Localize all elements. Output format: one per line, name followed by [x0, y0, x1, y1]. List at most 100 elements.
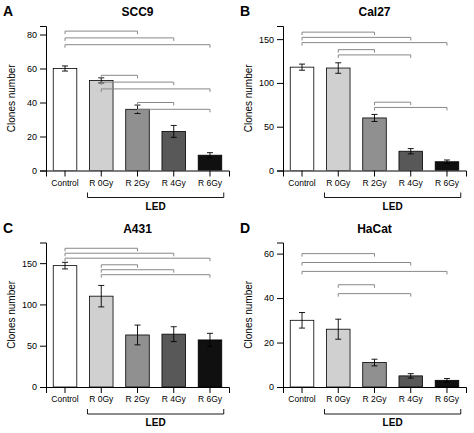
tick-label: R 2Gy [362, 178, 387, 188]
figure: 020406080ControlR 0GyR 2GyR 4GyR 6GySCC9… [0, 0, 474, 433]
bar [363, 118, 387, 171]
bracket-line [338, 285, 374, 288]
tick-label: 50 [27, 341, 37, 351]
significance-bracket [302, 32, 374, 35]
tick-mark [173, 387, 174, 393]
bracket-line [375, 102, 411, 105]
tick-mark [277, 127, 283, 128]
bar [290, 320, 314, 387]
tick-mark [40, 69, 46, 70]
x-axis: ControlR 0GyR 2GyR 4GyR 6Gy [47, 387, 230, 404]
error-line [101, 285, 102, 306]
x-axis: ControlR 0GyR 2GyR 4GyR 6Gy [47, 171, 230, 188]
bar [126, 109, 150, 170]
bar [198, 340, 222, 387]
bracket-line [101, 75, 137, 78]
title: SCC9 [121, 5, 153, 19]
tick-label: 0 [269, 382, 274, 392]
error-line [338, 63, 339, 74]
bar [399, 151, 423, 170]
error-line [374, 359, 375, 366]
tick: Control [51, 387, 79, 404]
tick-mark [137, 171, 138, 177]
tick-label: 100 [22, 300, 37, 310]
tick-mark [302, 387, 303, 393]
tick-label: R 6Gy [435, 394, 460, 404]
error-line [410, 374, 411, 378]
significance-bracket [65, 45, 210, 48]
error-bar [171, 327, 177, 342]
bracket-line [302, 263, 411, 266]
error-cap [299, 64, 305, 65]
error-bar [62, 66, 68, 71]
panel: 050100150ControlR 0GyR 2GyR 4GyR 6GyA431… [3, 220, 230, 429]
significance-bracket [338, 294, 410, 297]
tick-mark [137, 387, 138, 393]
x-axis: ControlR 0GyR 2GyR 4GyR 6Gy [284, 387, 467, 404]
tick-label: R 2Gy [125, 178, 150, 188]
error-cap [62, 268, 68, 269]
error-bar [408, 374, 414, 378]
tick: 60 [27, 64, 46, 74]
tick-mark [410, 387, 411, 393]
significance-bracket [65, 258, 210, 261]
tick-mark [410, 171, 411, 177]
significance-bracket [338, 50, 374, 53]
tick: 0 [269, 166, 283, 176]
tick-label: R 4Gy [399, 394, 424, 404]
tick-label: R 6Gy [198, 394, 223, 404]
x-axis-title: LED [383, 417, 403, 428]
axis-line [47, 171, 230, 177]
significance-bracket [101, 82, 173, 85]
bracket-line [65, 31, 137, 34]
tick-mark [338, 171, 339, 177]
y-axis-title: Clones number [6, 64, 17, 132]
bracket-line [338, 55, 410, 58]
error-cap [171, 137, 177, 138]
significance-bracket [375, 107, 447, 110]
tick: R 0Gy [89, 171, 114, 188]
tick: 20 [264, 338, 283, 348]
tick: 40 [264, 293, 283, 303]
tick-mark [40, 263, 46, 264]
tick: 100 [259, 78, 283, 88]
title: Cal27 [358, 5, 390, 19]
error-cap [335, 73, 341, 74]
error-cap [98, 285, 104, 286]
y-axis-title: Clones number [243, 64, 254, 132]
tick-label: 60 [27, 64, 37, 74]
significance-bracket [101, 265, 137, 268]
y-axis-title: Clones number [243, 280, 254, 348]
tick-mark [277, 83, 283, 84]
tick-mark [209, 387, 210, 393]
tick-label: 60 [264, 249, 274, 259]
error-line [302, 64, 303, 70]
error-bar [135, 325, 141, 345]
significance-bracket [302, 263, 411, 266]
tick-mark [277, 171, 283, 172]
bar [290, 67, 314, 170]
group-bracket [324, 193, 460, 198]
error-cap [335, 339, 341, 340]
tick: 60 [264, 249, 283, 259]
error-line [65, 262, 66, 269]
error-bar [62, 262, 68, 269]
error-cap [372, 121, 378, 122]
y-axis: 050100150 [22, 243, 47, 392]
error-cap [135, 113, 141, 114]
tick-label: R 2Gy [125, 394, 150, 404]
bracket-line [338, 50, 374, 53]
axis-line [277, 243, 284, 388]
error-bar [444, 379, 450, 383]
tick-label: 40 [264, 293, 274, 303]
tick-mark [40, 171, 46, 172]
tick: R 6Gy [198, 387, 223, 404]
tick-label: R 4Gy [162, 178, 187, 188]
axis-line [40, 243, 47, 388]
tick: 0 [32, 382, 46, 392]
error-cap [444, 163, 450, 164]
x-axis-title: LED [383, 201, 403, 212]
error-cap [62, 65, 68, 66]
error-bar [335, 319, 341, 339]
error-bar [207, 333, 213, 346]
